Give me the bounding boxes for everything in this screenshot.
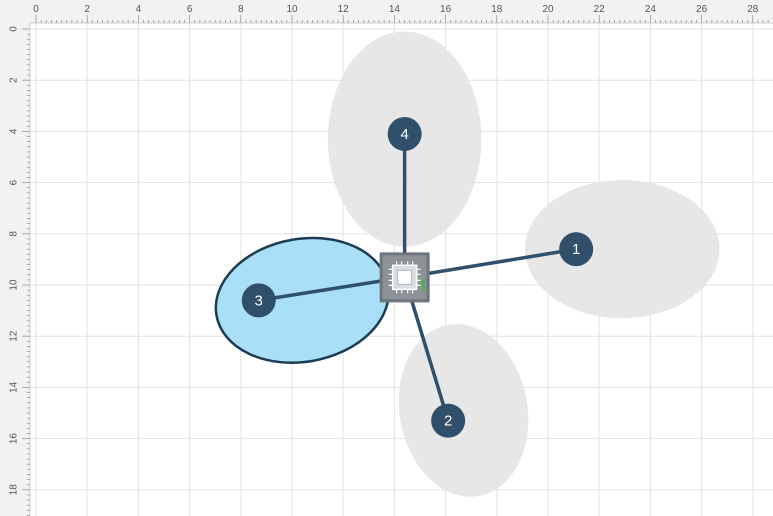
ruler-left-label: 18 [9,484,20,496]
node-3[interactable]: 3 [241,283,276,318]
ruler-left-background [0,23,30,516]
node-badge [559,232,594,267]
coverage-zone-1[interactable] [524,180,720,319]
ruler-top-label: 28 [747,4,759,15]
ruler-left-label: 10 [9,279,20,291]
node-label: 4 [400,126,408,143]
central-hub[interactable] [379,252,430,303]
ruler-top-label: 0 [33,4,39,15]
ruler-top: 0 2 4 6 8 10 12 14 16 18 20 22 24 26 28 [0,0,773,24]
ruler-top-label: 10 [286,4,298,15]
node-badge [241,283,276,318]
ruler-top-label: 12 [338,4,350,15]
ruler-left-label: 14 [9,381,20,393]
node-2[interactable]: 2 [431,403,466,438]
ruler-left-label: 6 [9,179,20,185]
coverage-zones [214,31,720,497]
ruler-left-label: 4 [9,128,20,134]
ruler-top-label: 22 [594,4,606,15]
node-label: 2 [444,413,452,430]
ruler-top-background [0,0,773,23]
node-4[interactable]: 4 [387,116,422,151]
nodes: 1 2 3 4 [241,116,594,438]
ruler-corner [0,0,30,23]
hub-layer [379,252,430,303]
ruler-top-label: 2 [84,4,90,15]
ruler-top-label: 8 [238,4,244,15]
node-label: 3 [255,292,263,309]
ruler-top-label: 26 [696,4,708,15]
node-1[interactable]: 1 [559,232,594,267]
ruler-left-label: 0 [9,26,20,32]
ruler-top-label: 6 [187,4,193,15]
status-led [421,279,425,292]
link-hub-to-node-1 [402,247,578,280]
ruler-top-label: 4 [136,4,142,15]
ruler-left: 0 2 4 6 8 10 12 14 16 18 [0,0,31,516]
node-badge [387,116,422,151]
node-badge [431,403,466,438]
ruler-top-label: 16 [440,4,452,15]
ruler-top-label: 14 [389,4,401,15]
ruler-left-label: 8 [9,231,20,237]
ruler-top-label: 18 [491,4,503,15]
ruler-top-label: 24 [645,4,657,15]
ruler-left-label: 2 [9,77,20,83]
chip-icon [388,261,421,294]
node-label: 1 [572,241,580,258]
ruler-left-label: 12 [9,330,20,342]
ruler-top-label: 20 [542,4,554,15]
ruler-left-label: 16 [9,433,20,445]
